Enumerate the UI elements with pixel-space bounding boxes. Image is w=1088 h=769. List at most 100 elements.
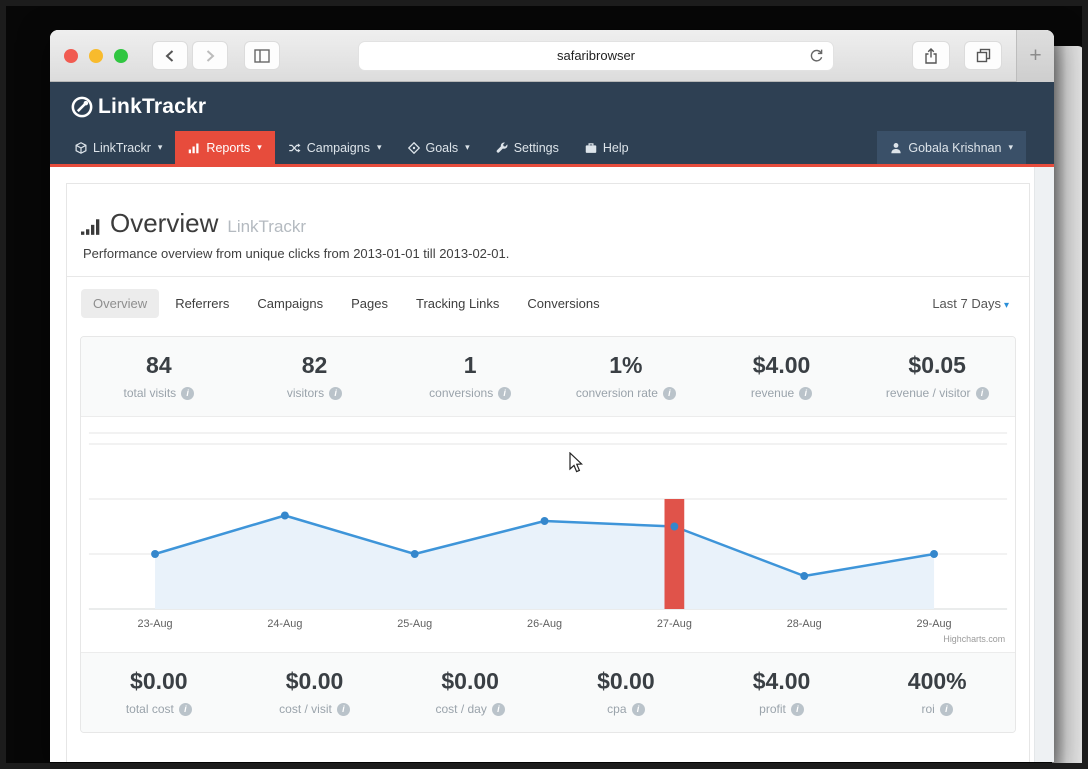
overview-card: Overview LinkTrackr Performance overview… (66, 183, 1030, 762)
forward-button[interactable] (192, 41, 228, 70)
stat-label: total visits (123, 386, 177, 400)
linktrackr-logo[interactable]: LinkTrackr (70, 95, 206, 119)
back-button[interactable] (152, 41, 188, 70)
stat-value: $0.05 (908, 352, 966, 378)
svg-text:Highcharts.com: Highcharts.com (943, 634, 1005, 644)
stat-value: 84 (146, 352, 172, 378)
caret-down-icon: ▾ (1008, 142, 1013, 152)
tab-pages[interactable]: Pages (351, 296, 389, 311)
info-icon[interactable]: i (662, 386, 676, 400)
shuffle-icon (288, 143, 301, 152)
info-icon[interactable]: i (181, 386, 195, 400)
nav-item-linktrackr[interactable]: LinkTrackr ▾ (62, 131, 175, 164)
app-header: LinkTrackr (50, 82, 1054, 131)
stat-label: roi (921, 702, 935, 716)
info-icon[interactable]: i (336, 702, 350, 716)
heading-divider (67, 276, 1029, 277)
stat-revenue-per-visitor: $0.05 revenue / visitor i (859, 352, 1015, 400)
nav-item-reports[interactable]: Reports ▾ (175, 131, 275, 164)
share-button[interactable] (912, 41, 950, 70)
svg-text:28-Aug: 28-Aug (787, 618, 822, 630)
info-icon[interactable]: i (491, 702, 505, 716)
background-window-edge (1052, 46, 1082, 763)
address-bar[interactable]: safaribrowser (358, 40, 834, 71)
stat-conversion-rate: 1% conversion rate i (548, 352, 704, 400)
stat-revenue: $4.00 revenue i (704, 352, 860, 400)
plus-icon: + (1029, 43, 1042, 67)
stat-label: cpa (607, 702, 627, 716)
visits-chart[interactable]: 23-Aug 24-Aug 25-Aug 26-Aug 27-Aug 28-Aug 29-A… (81, 417, 1015, 652)
page-title-suffix: LinkTrackr (227, 217, 307, 236)
close-window-button[interactable] (64, 48, 78, 63)
tab-campaigns[interactable]: Campaigns (257, 296, 324, 311)
stat-value: $0.00 (597, 668, 655, 694)
stat-conversions: 1 conversions i (392, 352, 548, 400)
stat-value: 1 (463, 352, 477, 378)
caret-down-icon: ▾ (257, 142, 262, 152)
nav-item-goals[interactable]: Goals ▾ (395, 131, 483, 164)
info-icon[interactable]: i (975, 386, 989, 400)
svg-text:27-Aug: 27-Aug (657, 618, 692, 630)
svg-text:25-Aug: 25-Aug (397, 618, 432, 630)
date-range-label: Last 7 Days (932, 296, 1001, 311)
url-text: safaribrowser (556, 48, 636, 63)
nav-label: Campaigns (306, 140, 370, 155)
stat-value: $4.00 (752, 668, 811, 694)
nav-label: Settings (513, 140, 559, 155)
tabs-icon (976, 48, 990, 63)
stat-total-cost: $0.00 total cost i (81, 668, 237, 716)
tab-referrers[interactable]: Referrers (175, 296, 230, 311)
tab-conversions[interactable]: Conversions (527, 296, 600, 311)
date-range-selector[interactable]: Last 7 Days ▾ (932, 296, 1015, 311)
zoom-window-button[interactable] (114, 48, 128, 63)
new-tab-button[interactable]: + (1016, 30, 1054, 82)
info-icon[interactable]: i (790, 702, 804, 716)
svg-text:26-Aug: 26-Aug (527, 618, 562, 630)
svg-text:29-Aug: 29-Aug (917, 618, 952, 630)
info-icon[interactable]: i (799, 386, 813, 400)
stats-panel: 84 total visits i 82 visitors i 1 conversi… (80, 336, 1016, 733)
wrench-icon (496, 142, 508, 153)
svg-text:23-Aug: 23-Aug (138, 618, 173, 630)
stat-value: $4.00 (752, 352, 811, 378)
stat-cpa: $0.00 cpa i (548, 668, 704, 716)
page-subtitle: Performance overview from unique clicks … (83, 246, 510, 261)
tab-overview[interactable]: Overview (81, 289, 160, 318)
info-icon[interactable]: i (498, 386, 512, 400)
nav-label: Goals (425, 140, 459, 155)
stat-value: $0.00 (285, 668, 344, 694)
user-menu[interactable]: Gobala Krishnan ▾ (877, 131, 1026, 164)
reload-button[interactable] (809, 48, 824, 67)
page-title: Overview (110, 208, 219, 238)
stat-label: cost / day (435, 702, 487, 716)
nav-label: LinkTrackr (93, 140, 151, 155)
tab-tracking-links[interactable]: Tracking Links (416, 296, 500, 311)
user-name: Gobala Krishnan (908, 140, 1002, 155)
nav-item-settings[interactable]: Settings (483, 131, 572, 164)
stat-label: revenue / visitor (885, 386, 971, 400)
nav-label: Reports (206, 140, 251, 155)
stat-visitors: 82 visitors i (237, 352, 393, 400)
info-icon[interactable]: i (939, 702, 953, 716)
caret-down-icon: ▾ (157, 142, 163, 152)
stat-value: $0.00 (441, 668, 499, 694)
tab-overview-button[interactable] (964, 41, 1002, 70)
stat-roi: 400% roi i (859, 668, 1015, 716)
nav-item-help[interactable]: Help (572, 131, 642, 164)
briefcase-icon (585, 142, 597, 153)
info-icon[interactable]: i (329, 386, 343, 400)
info-icon[interactable]: i (178, 702, 192, 716)
scrollbar[interactable] (1034, 167, 1054, 762)
user-icon (891, 142, 901, 153)
minimize-window-button[interactable] (89, 48, 103, 63)
stat-total-visits: 84 total visits i (81, 352, 237, 400)
safari-window: safaribrowser (50, 30, 1054, 762)
page-content: Overview LinkTrackr Performance overview… (50, 167, 1054, 762)
bar-chart-icon (189, 143, 199, 153)
info-icon[interactable]: i (631, 702, 645, 716)
sidebar-toggle-button[interactable] (244, 41, 280, 70)
stat-cost-per-day: $0.00 cost / day i (392, 668, 548, 716)
nav-item-campaigns[interactable]: Campaigns ▾ (275, 131, 395, 164)
stat-value: 1% (609, 352, 643, 378)
